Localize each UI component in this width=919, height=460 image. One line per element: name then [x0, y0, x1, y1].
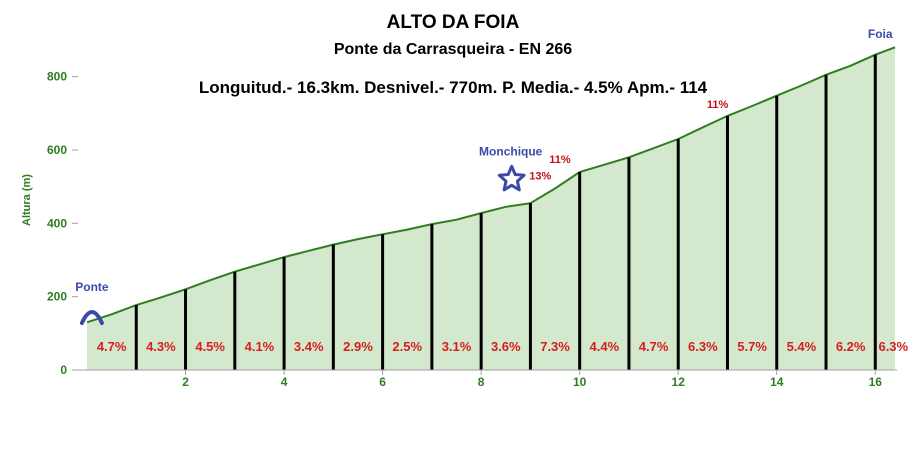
segment-gradient-label: 6.3% — [688, 339, 718, 354]
x-tick-label: 2 — [182, 375, 189, 389]
segment-gradient-label: 3.4% — [294, 339, 324, 354]
segment-gradient-label: 6.3% — [878, 339, 908, 354]
y-tick-label: 800 — [47, 70, 67, 84]
chart-title: ALTO DA FOIA — [387, 12, 520, 33]
x-tick-label: 12 — [672, 375, 686, 389]
grade-annotation: 11% — [549, 154, 571, 166]
segment-gradient-label: 5.4% — [787, 339, 817, 354]
segment-gradient-label: 3.6% — [491, 339, 521, 354]
segment-gradient-label: 3.1% — [442, 339, 472, 354]
x-tick-label: 14 — [770, 375, 784, 389]
segment-gradient-label: 4.7% — [639, 339, 669, 354]
segment-gradient-label: 4.5% — [195, 339, 225, 354]
segment-gradient-label: 2.9% — [343, 339, 373, 354]
bridge-icon — [79, 310, 104, 325]
elevation-area — [87, 47, 895, 371]
x-tick-label: 8 — [478, 375, 485, 389]
segment-gradient-label: 2.5% — [392, 339, 422, 354]
segment-gradient-label: 5.7% — [737, 339, 767, 354]
x-tick-label: 10 — [573, 375, 587, 389]
segment-gradient-label: 7.3% — [540, 339, 570, 354]
y-axis-label: Altura (m) — [21, 174, 33, 226]
place-label: Foia — [868, 27, 893, 41]
y-tick-label: 0 — [60, 363, 67, 377]
grade-annotation: 13% — [529, 170, 551, 182]
x-tick-label: 6 — [379, 375, 386, 389]
segment-gradient-label: 4.1% — [245, 339, 275, 354]
grade-annotation: 11% — [707, 99, 729, 111]
y-tick-label: 200 — [47, 290, 67, 304]
chart-stats: Longuitud.- 16.3km. Desnivel.- 770m. P. … — [199, 78, 708, 97]
segment-gradient-label: 4.4% — [589, 339, 619, 354]
elevation-line — [86, 46, 896, 324]
star-icon — [497, 164, 526, 192]
chart-subtitle: Ponte da Carrasqueira - EN 266 — [334, 41, 572, 58]
place-label: Monchique — [479, 145, 543, 159]
x-tick-label: 16 — [869, 375, 883, 389]
y-tick-label: 600 — [47, 143, 67, 157]
y-tick-label: 400 — [47, 216, 67, 230]
place-label: Ponte — [75, 280, 109, 294]
segment-gradient-label: 4.7% — [97, 339, 127, 354]
segment-gradient-label: 6.2% — [836, 339, 866, 354]
x-tick-label: 4 — [281, 375, 288, 389]
segment-gradient-label: 4.3% — [146, 339, 176, 354]
